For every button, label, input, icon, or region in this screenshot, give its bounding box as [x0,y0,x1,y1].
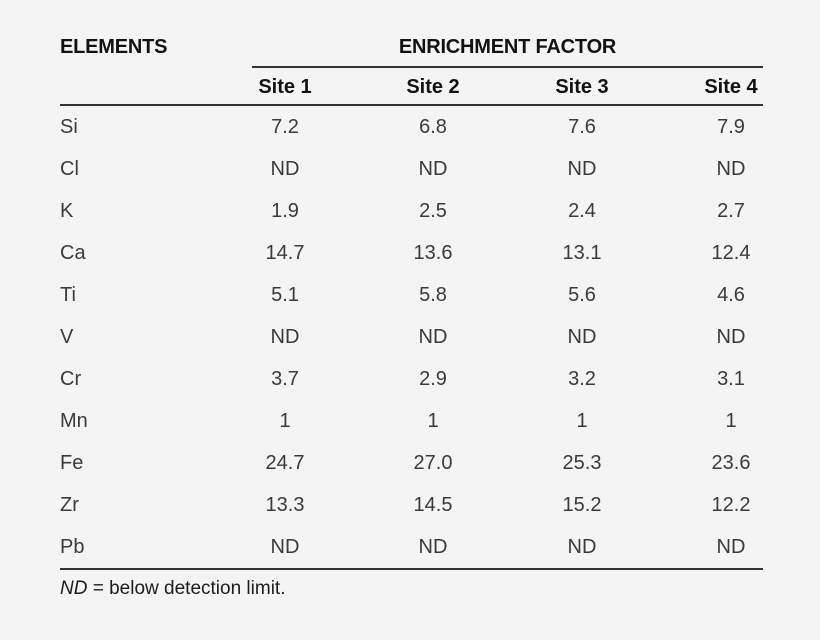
value-cell: 1.9 [271,200,299,222]
value-cell: 2.7 [717,200,745,222]
value-cell: 23.6 [711,452,751,474]
enrichment-factor-group-header: ENRICHMENT FACTOR [398,36,617,58]
value-cell: 1 [427,410,439,432]
table-row-ti: Ti 5.1 5.8 5.6 4.6 [0,274,820,316]
value-cell: ND [567,536,597,558]
site-4-column-header: Site 4 [704,76,758,98]
value-cell: ND [716,536,746,558]
value-cell: 4.6 [717,284,745,306]
value-cell: 24.7 [265,452,305,474]
footnote-text: = below detection limit. [87,578,286,599]
element-label: Ca [60,242,86,264]
table-row-mn: Mn 1 1 1 1 [0,400,820,442]
value-cell: ND [716,158,746,180]
element-label: Mn [60,410,88,432]
site-2-column-header: Site 2 [406,76,460,98]
value-cell: 1 [279,410,291,432]
table-body: Si 7.2 6.8 7.6 7.9 Cl ND ND ND ND K 1.9 … [0,106,820,568]
value-cell: ND [270,158,300,180]
element-label: Cr [60,368,82,390]
value-cell: 12.2 [711,494,751,516]
element-label: Pb [60,536,85,558]
element-label: Fe [60,452,84,474]
value-cell: 13.6 [413,242,453,264]
site-3-column-header: Site 3 [555,76,609,98]
element-label: Zr [60,494,79,516]
table-row-zr: Zr 13.3 14.5 15.2 12.2 [0,484,820,526]
group-header-rule [252,66,763,68]
value-cell: 7.6 [568,116,596,138]
value-cell: 5.1 [271,284,299,306]
value-cell: 7.2 [271,116,299,138]
table-row-si: Si 7.2 6.8 7.6 7.9 [0,106,820,148]
value-cell: 7.9 [717,116,745,138]
value-cell: 25.3 [562,452,602,474]
elements-column-header: ELEMENTS [60,36,168,58]
value-cell: 13.1 [562,242,602,264]
table-row-k: K 1.9 2.5 2.4 2.7 [0,190,820,232]
value-cell: ND [567,158,597,180]
value-cell: ND [418,326,448,348]
value-cell: ND [270,536,300,558]
table-row-ca: Ca 14.7 13.6 13.1 12.4 [0,232,820,274]
footnote-abbreviation: ND [60,578,88,599]
value-cell: 2.9 [419,368,447,390]
table-row-cl: Cl ND ND ND ND [0,148,820,190]
value-cell: ND [418,158,448,180]
value-cell: 14.5 [413,494,453,516]
header-rule [60,104,763,106]
value-cell: 3.1 [717,368,745,390]
element-label: Cl [60,158,79,180]
value-cell: 2.5 [419,200,447,222]
element-label: Ti [60,284,76,306]
site-1-column-header: Site 1 [258,76,312,98]
value-cell: ND [270,326,300,348]
table-row-pb: Pb ND ND ND ND [0,526,820,568]
value-cell: 6.8 [419,116,447,138]
value-cell: 1 [576,410,588,432]
footnote: ND = below detection limit. [60,578,285,600]
value-cell: 5.6 [568,284,596,306]
bottom-rule [60,568,763,570]
value-cell: 15.2 [562,494,602,516]
element-label: K [60,200,74,222]
value-cell: 3.7 [271,368,299,390]
value-cell: 1 [725,410,737,432]
value-cell: 13.3 [265,494,305,516]
value-cell: 27.0 [413,452,453,474]
value-cell: ND [716,326,746,348]
table-row-cr: Cr 3.7 2.9 3.2 3.1 [0,358,820,400]
table-row-fe: Fe 24.7 27.0 25.3 23.6 [0,442,820,484]
value-cell: 2.4 [568,200,596,222]
value-cell: ND [418,536,448,558]
table-row-v: V ND ND ND ND [0,316,820,358]
element-label: V [60,326,74,348]
value-cell: 12.4 [711,242,751,264]
value-cell: 14.7 [265,242,305,264]
element-label: Si [60,116,78,138]
value-cell: 3.2 [568,368,596,390]
value-cell: 5.8 [419,284,447,306]
value-cell: ND [567,326,597,348]
